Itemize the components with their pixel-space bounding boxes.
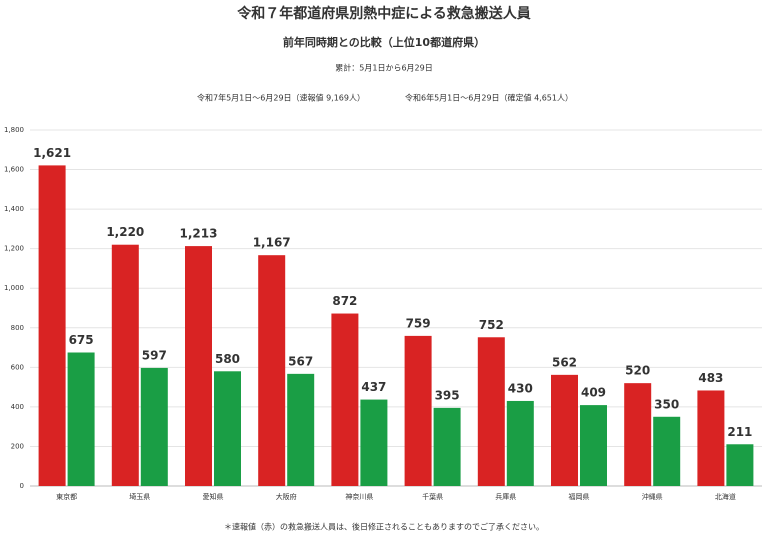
x-tick-label: 東京都 (56, 492, 77, 501)
value-label: 562 (552, 355, 577, 369)
value-label: 350 (654, 397, 679, 411)
x-tick-label: 千葉県 (422, 492, 443, 501)
bar (580, 405, 607, 486)
value-label: 1,167 (253, 236, 291, 250)
value-label: 675 (69, 333, 94, 347)
bar (287, 373, 315, 486)
bar (67, 352, 95, 486)
y-tick-label: 1,600 (4, 166, 24, 174)
bar (697, 390, 725, 486)
x-tick-label: 兵庫県 (495, 492, 516, 501)
x-tick-label: 神奈川県 (345, 492, 373, 501)
value-label: 409 (581, 386, 606, 400)
value-label: 211 (727, 425, 752, 439)
value-label: 872 (332, 294, 357, 308)
bar (551, 374, 578, 486)
period-note: 累計：5月1日から6月29日 (335, 63, 432, 73)
value-label: 759 (406, 316, 431, 330)
bar (111, 244, 139, 486)
chart-title: 令和７年都道府県別熱中症による救急搬送人員 (236, 5, 531, 22)
y-tick-label: 200 (11, 442, 24, 450)
value-label: 395 (435, 388, 460, 402)
legend-entry: 令和6年5月1日～6月29日（確定値 4,651人） (405, 93, 573, 103)
value-label: 520 (625, 364, 650, 378)
x-tick-label: 北海道 (715, 492, 736, 501)
y-tick-label: 1,800 (4, 126, 24, 134)
bar (477, 337, 505, 486)
value-label: 597 (142, 348, 167, 362)
y-tick-label: 400 (11, 403, 24, 411)
bar (624, 383, 652, 486)
x-tick-label: 大阪府 (276, 492, 297, 501)
bar (726, 444, 754, 486)
bar (653, 416, 681, 486)
bar (258, 255, 286, 486)
y-tick-label: 1,000 (4, 284, 24, 292)
x-tick-label: 沖縄県 (642, 492, 663, 501)
value-label: 437 (361, 380, 386, 394)
x-tick-label: 埼玉県 (129, 492, 150, 501)
x-tick-label: 愛知県 (203, 492, 224, 501)
bar (360, 399, 388, 486)
bar (38, 165, 66, 486)
footnote: ＊速報値（赤）の救急搬送人員は、後日修正されることもありますのでご了承ください。 (224, 522, 544, 532)
bar (331, 313, 359, 486)
y-tick-label: 1,400 (4, 205, 24, 213)
value-label: 752 (479, 318, 504, 332)
chart-subtitle: 前年同時期との比較（上位10都道府県） (283, 35, 485, 49)
legend-entry: 令和7年5月1日～6月29日（速報値 9,169人） (197, 93, 365, 103)
value-label: 1,621 (33, 146, 71, 160)
y-tick-label: 600 (11, 363, 24, 371)
value-label: 1,213 (180, 227, 218, 241)
y-tick-label: 800 (11, 324, 24, 332)
bar (214, 371, 241, 486)
value-label: 567 (288, 354, 313, 368)
value-label: 580 (215, 352, 240, 366)
y-tick-label: 1,200 (4, 245, 24, 253)
y-tick-label: 0 (20, 482, 24, 490)
value-label: 430 (508, 381, 533, 395)
bar (185, 246, 212, 486)
bar (404, 335, 432, 486)
bar (506, 400, 534, 486)
x-tick-label: 福岡県 (569, 492, 590, 501)
bar (433, 407, 461, 486)
value-label: 1,220 (106, 225, 144, 239)
value-label: 483 (698, 371, 723, 385)
bar (140, 367, 168, 486)
